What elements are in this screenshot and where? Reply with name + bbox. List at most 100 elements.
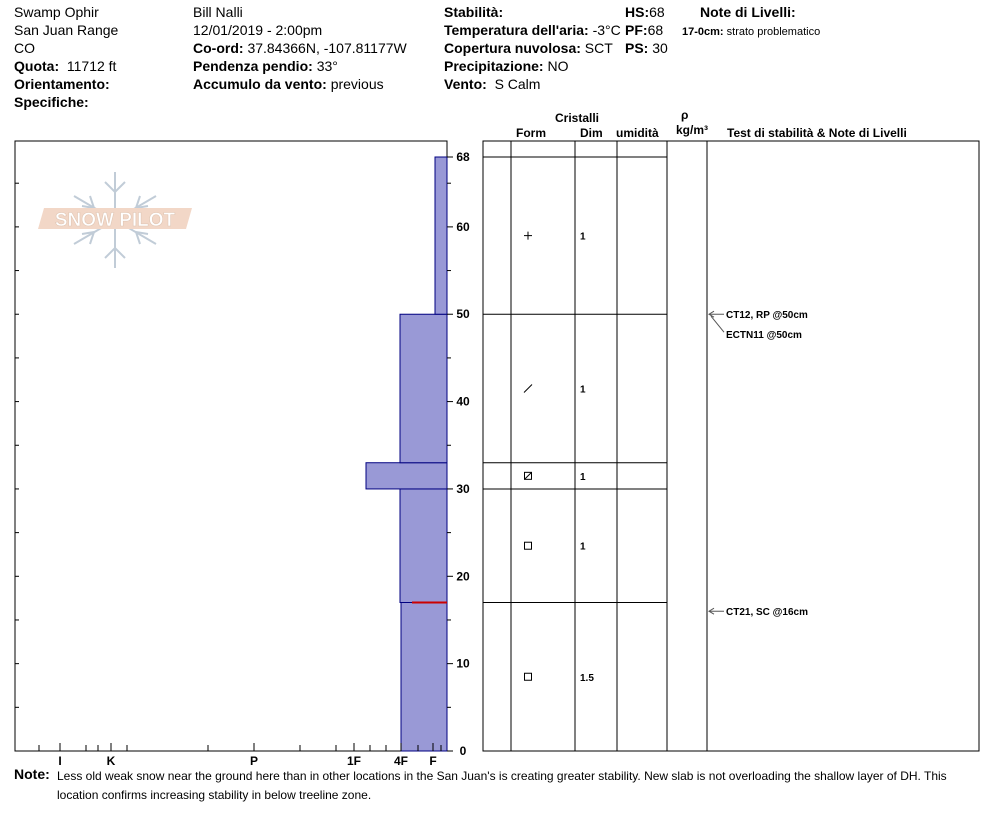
left-axis-ticks xyxy=(15,182,19,752)
test-arrow xyxy=(708,310,715,318)
notes-text-line-2: location confirms increasing stability i… xyxy=(57,788,372,802)
slope-label: Pendenza pendio: xyxy=(193,58,313,74)
stability-tests: CT12, RP @50cm ECTN11 @50cm CT21, SC @16cm xyxy=(708,310,808,618)
stability-label: Stabilità: xyxy=(444,4,504,20)
wind-loading-label: Accumulo da vento: xyxy=(193,76,327,92)
hardness-bar xyxy=(434,156,448,315)
precipitation: Precipitazione: NO xyxy=(444,58,568,74)
layer-note: 17-0cm: strato problematico xyxy=(682,24,820,40)
depth-label: 30 xyxy=(456,482,470,496)
hardness-label: 1F xyxy=(347,754,361,768)
hs: HS:68 xyxy=(625,4,665,20)
hardness-label: F xyxy=(429,754,436,768)
wind: Vento: S Calm xyxy=(444,76,540,92)
depth-label: 10 xyxy=(456,657,470,671)
grain-size: 1 xyxy=(580,542,586,553)
pf-label: PF: xyxy=(625,22,648,38)
hardness-bar xyxy=(399,488,448,603)
air-temp-value: -3°C xyxy=(592,22,621,38)
tests-header: Test di stabilità & Note di Livelli xyxy=(727,126,907,140)
cloud-label: Copertura nuvolosa: xyxy=(444,40,581,56)
ps-label: PS: xyxy=(625,40,649,56)
logo-text: SNOW PILOT xyxy=(55,210,176,231)
slope: Pendenza pendio: 33° xyxy=(193,58,338,74)
notes-text-line-1: Less old weak snow near the ground here … xyxy=(57,769,947,783)
air-temp: Temperatura dell'aria: -3°C xyxy=(444,22,621,38)
coord-label: Co-ord: xyxy=(193,40,244,56)
wind-loading: Accumulo da vento: previous xyxy=(193,76,384,92)
wind-value: S Calm xyxy=(494,76,541,92)
hardness-label: K xyxy=(107,754,116,768)
coordinates: Co-ord: 37.84366N, -107.81177W xyxy=(193,40,407,56)
hardness-bars xyxy=(365,156,448,752)
layer-notes-label: Note di Livelli: xyxy=(700,4,796,20)
test-label: ECTN11 @50cm xyxy=(726,330,802,341)
test-arrow xyxy=(708,607,715,615)
density-unit: kg/m³ xyxy=(676,123,709,137)
moisture-header: umidità xyxy=(616,126,659,140)
cloud-cover: Copertura nuvolosa: SCT xyxy=(444,40,613,56)
observation-datetime: 12/01/2019 - 2:00pm xyxy=(193,22,323,38)
hardness-bar xyxy=(399,313,448,464)
wind-label: Vento: xyxy=(444,76,487,92)
elevation: Quota: 11712 ft xyxy=(14,58,116,74)
form-header: Form xyxy=(516,126,546,140)
hardness-bar xyxy=(400,602,448,752)
hardness-label: 4F xyxy=(394,754,408,768)
depth-label: 40 xyxy=(456,395,470,409)
hs-label: HS: xyxy=(625,4,650,20)
hardness-label: P xyxy=(250,754,258,768)
grain-form-faceted xyxy=(524,541,532,550)
test-label: CT12, RP @50cm xyxy=(726,310,808,321)
depth-label: 0 xyxy=(460,744,467,758)
slope-value: 33° xyxy=(316,58,338,74)
grain-size: 1 xyxy=(580,232,586,243)
snow-pilot-logo: SNOW PILOT xyxy=(38,172,192,268)
layer-note-depth: 17-0cm: xyxy=(682,26,724,38)
grain-size: 1 xyxy=(580,384,586,395)
dim-header: Dim xyxy=(580,126,603,140)
hardness-plot-frame xyxy=(14,140,448,752)
pf-value: 68 xyxy=(647,22,664,38)
observer-name: Bill Nalli xyxy=(193,4,243,20)
depth-axis: 0 10 20 30 40 50 60 68 xyxy=(447,150,470,758)
test-label: CT21, SC @16cm xyxy=(726,607,808,618)
hardness-axis: I K P 1F 4F F xyxy=(38,743,442,768)
depth-label: 20 xyxy=(456,569,470,583)
air-temp-label: Temperatura dell'aria: xyxy=(444,22,589,38)
range-name: San Juan Range xyxy=(14,22,119,38)
state-name: CO xyxy=(14,40,35,56)
ps-value: 30 xyxy=(652,40,668,56)
layer-boundaries xyxy=(483,156,667,603)
hardness-label: I xyxy=(58,754,61,768)
grain-size: 1.5 xyxy=(580,673,594,684)
grain-size: 1 xyxy=(580,472,586,483)
rho-header: ρ xyxy=(681,108,689,122)
grain-table-frame xyxy=(482,140,980,752)
location-name: Swamp Ophir xyxy=(14,4,99,20)
aspect-label: Orientamento: xyxy=(14,76,110,92)
grain-rows: 1 1 1 1 1.5 xyxy=(523,231,594,684)
grain-form-mixed xyxy=(524,471,532,480)
pf: PF:68 xyxy=(625,22,663,38)
depth-label: 68 xyxy=(456,150,470,164)
coord-value: 37.84366N, -107.81177W xyxy=(247,40,407,56)
hs-value: 68 xyxy=(649,4,665,20)
depth-label: 50 xyxy=(456,307,470,321)
depth-label: 60 xyxy=(456,220,470,234)
hardness-bar xyxy=(365,462,448,490)
elevation-label: Quota: xyxy=(14,58,60,74)
crystals-header: Cristalli xyxy=(555,111,600,125)
ps: PS: 30 xyxy=(625,40,668,56)
specifics-label: Specifiche: xyxy=(14,94,89,110)
grain-form-decomposing xyxy=(523,384,533,393)
precip-label: Precipitazione: xyxy=(444,58,544,74)
notes-label: Note: xyxy=(14,766,50,782)
cloud-value: SCT xyxy=(584,40,613,56)
wind-loading-value: previous xyxy=(330,76,384,92)
layer-note-text: strato problematico xyxy=(726,26,821,38)
grain-form-mixed-slash xyxy=(524,471,532,480)
precip-value: NO xyxy=(547,58,569,74)
test-pointer xyxy=(710,315,725,333)
